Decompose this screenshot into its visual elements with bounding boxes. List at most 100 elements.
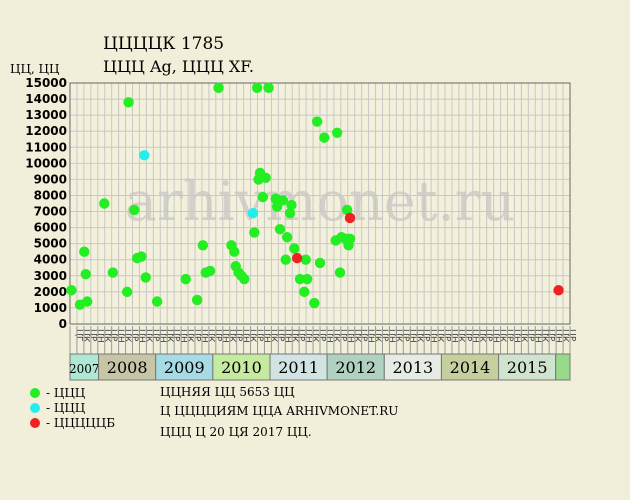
data-point bbox=[334, 267, 346, 278]
month-tick-label: ЦР bbox=[317, 329, 327, 342]
year-label: 2007 bbox=[69, 362, 100, 376]
month-tick-label: ЦГ bbox=[73, 329, 83, 341]
data-point bbox=[180, 273, 191, 285]
month-tick-label: ЦК bbox=[455, 329, 465, 343]
data-point bbox=[299, 286, 310, 298]
month-tick-label: ЦР bbox=[171, 329, 181, 342]
month-tick-label: ЦН bbox=[219, 329, 229, 343]
month-tick-label: ЦР bbox=[567, 329, 577, 342]
y-tick-label: 13000 bbox=[25, 108, 67, 122]
month-tick-label: ЦР bbox=[275, 329, 285, 342]
month-tick-label: ЦН bbox=[407, 329, 417, 343]
data-point bbox=[344, 212, 356, 224]
data-point bbox=[284, 207, 296, 219]
y-tick-label: 10000 bbox=[25, 156, 67, 170]
month-tick-label: ЦК bbox=[143, 329, 153, 343]
data-point bbox=[341, 204, 353, 216]
note-date: ЦЦЦ Ц 20 ЦЯ 2017 ЦЦ. bbox=[160, 425, 312, 439]
data-point bbox=[280, 254, 291, 265]
month-tick-label: ЦР bbox=[358, 329, 368, 342]
legend-label-1: - ЦЦЦ bbox=[46, 386, 86, 400]
month-tick-label: ЦК bbox=[414, 329, 424, 343]
year-band bbox=[69, 353, 100, 381]
month-tick-label: ЦК bbox=[247, 329, 257, 343]
month-tick-label: ЦК bbox=[205, 329, 215, 343]
month-tick-label: ЦН bbox=[532, 329, 542, 343]
legend-label-3: - ЦЦЦЦЦБ bbox=[46, 416, 116, 430]
month-tick-label: ЦН bbox=[94, 329, 104, 343]
month-tick-label: ЦК bbox=[310, 329, 320, 343]
month-tick-label: ЦР bbox=[379, 329, 389, 342]
data-point bbox=[136, 251, 147, 262]
month-tick-label: ЦН bbox=[178, 329, 188, 343]
year-band bbox=[555, 353, 571, 381]
month-tick-label: ЦР bbox=[421, 329, 431, 342]
y-tick-label: 2000 bbox=[34, 285, 67, 299]
month-tick-label: ЦК bbox=[164, 329, 174, 343]
month-tick-label: ЦК bbox=[122, 329, 132, 343]
legend-dot-cyan bbox=[30, 403, 40, 413]
data-point bbox=[107, 267, 119, 278]
month-tick-label: ЦК bbox=[560, 329, 570, 343]
data-point bbox=[66, 285, 77, 296]
y-tick-label: 12000 bbox=[25, 124, 67, 138]
month-tick-label: ЦК bbox=[351, 329, 361, 343]
month-tick-label: ЦР bbox=[483, 329, 493, 342]
month-tick-label: ЦК bbox=[372, 329, 382, 343]
month-tick-label: ЦК bbox=[497, 329, 507, 343]
data-point bbox=[197, 240, 209, 251]
month-tick-label: ЦН bbox=[198, 329, 208, 343]
data-point bbox=[123, 97, 134, 108]
month-tick-label: ЦН bbox=[240, 329, 250, 343]
y-tick-label: 4000 bbox=[34, 253, 67, 267]
data-point bbox=[289, 243, 300, 254]
year-band bbox=[326, 353, 385, 381]
year-band bbox=[212, 353, 271, 381]
month-tick-label: ЦН bbox=[428, 329, 438, 343]
data-point bbox=[319, 132, 330, 143]
month-tick-label: ЦК bbox=[476, 329, 486, 343]
month-tick-label: ЦК bbox=[289, 329, 299, 343]
month-tick-label: ЦР bbox=[525, 329, 535, 342]
year-band bbox=[269, 353, 328, 381]
month-tick-label: ЦР bbox=[87, 329, 97, 342]
y-tick-label: 15000 bbox=[25, 76, 67, 90]
month-tick-label: ЦР bbox=[192, 329, 202, 342]
month-tick-label: ЦН bbox=[469, 329, 479, 343]
legend-dot-red bbox=[30, 418, 40, 428]
month-tick-label: ЦР bbox=[108, 329, 118, 342]
month-tick-label: ЦН bbox=[448, 329, 458, 343]
month-tick-label: ЦН bbox=[553, 329, 563, 343]
month-tick-label: ЦК bbox=[80, 329, 90, 343]
data-point bbox=[229, 246, 240, 257]
data-point bbox=[247, 207, 259, 219]
month-tick-label: ЦР bbox=[150, 329, 160, 342]
data-point bbox=[81, 296, 93, 307]
year-label: 2013 bbox=[392, 358, 433, 377]
y-tick-label: 3000 bbox=[34, 269, 67, 283]
month-tick-label: ЦР bbox=[254, 329, 264, 342]
data-point bbox=[344, 233, 356, 245]
data-point bbox=[553, 285, 564, 296]
month-tick-label: ЦР bbox=[337, 329, 347, 342]
data-point bbox=[263, 82, 274, 94]
legend-item-1: - ЦЦЦ bbox=[30, 386, 85, 400]
y-tick-label: 11000 bbox=[25, 140, 67, 154]
data-point bbox=[79, 246, 90, 257]
month-tick-label: ЦР bbox=[233, 329, 243, 342]
year-band bbox=[440, 353, 500, 381]
legend-label-2: - ЦЦЦ bbox=[46, 401, 86, 415]
month-tick-label: ЦК bbox=[330, 329, 340, 343]
month-tick-label: ЦН bbox=[386, 329, 396, 343]
year-label: 2015 bbox=[507, 358, 548, 377]
month-tick-label: ЦН bbox=[157, 329, 167, 343]
month-tick-label: ЦК bbox=[226, 329, 236, 343]
data-point bbox=[80, 268, 91, 280]
note-source: Ц ЦЦЦЦИЯМ ЦЦА ARHIVMONET.RU bbox=[160, 404, 399, 418]
month-tick-label: ЦН bbox=[344, 329, 354, 343]
year-label: 2009 bbox=[164, 358, 205, 377]
data-point bbox=[294, 273, 306, 285]
month-tick-label: ЦН bbox=[115, 329, 125, 343]
month-tick-label: ЦН bbox=[282, 329, 292, 343]
